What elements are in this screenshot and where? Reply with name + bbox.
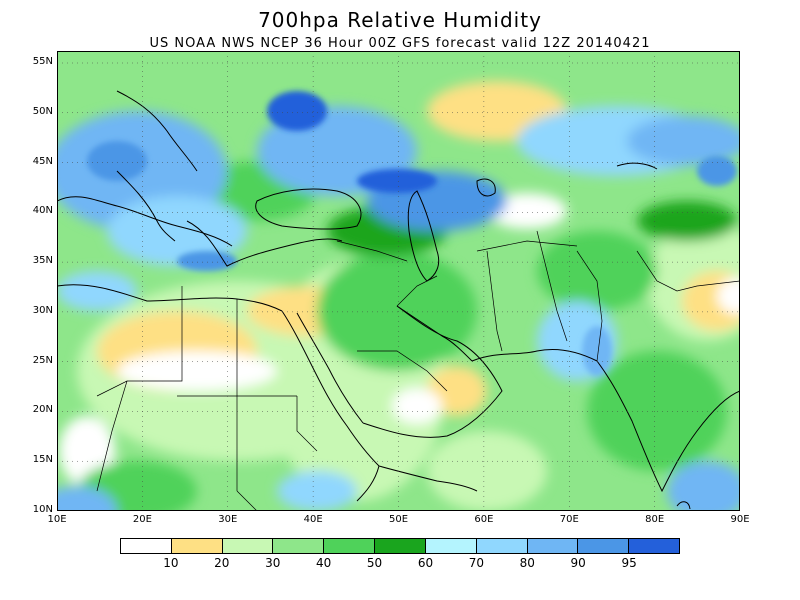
lat-label: 20N: [32, 404, 53, 416]
lon-label: 30E: [218, 514, 238, 525]
lon-label: 40E: [303, 514, 323, 525]
colorbar-label: 50: [366, 556, 383, 570]
rh-field-detail: [87, 91, 737, 376]
map-frame: [57, 51, 740, 511]
lon-label: 90E: [730, 514, 750, 525]
rh-field: [57, 81, 740, 511]
colorbar-label: 30: [265, 556, 281, 570]
lon-label: 80E: [645, 514, 665, 525]
colorbar-swatch: [476, 539, 528, 553]
coastlines: [57, 90, 740, 510]
colorbar-swatch: [273, 539, 325, 553]
lon-label: 50E: [388, 514, 409, 525]
colorbar-label: 95: [621, 556, 637, 570]
colorbar-swatch: [375, 539, 426, 553]
lat-label: 55N: [32, 56, 53, 67]
map-subtitle: US NOAA NWS NCEP 36 Hour 00Z GFS forecas…: [149, 36, 651, 51]
colorbar-label: 80: [519, 556, 535, 570]
lat-label: 40N: [32, 205, 53, 217]
colorbar-swatch: [425, 539, 477, 553]
colorbar-swatch: [578, 539, 630, 553]
colorbar-label: 90: [570, 556, 586, 570]
humidity-map-canvas: [57, 51, 740, 511]
colorbar-swatch: [629, 539, 679, 553]
map-title: 700hpa Relative Humidity: [258, 8, 542, 32]
colorbar-labels: 10 20 30 40 50 60 70 80 90 95: [120, 556, 680, 572]
humidity-map: [57, 51, 740, 511]
colorbar: [120, 538, 680, 554]
lon-label: 60E: [474, 514, 494, 525]
lon-label: 20E: [132, 514, 152, 525]
lon-label: 70E: [559, 514, 579, 525]
colorbar-label: 10: [163, 556, 179, 570]
colorbar-label: 20: [214, 556, 230, 570]
graticule: [57, 51, 740, 511]
colorbar-swatch: [222, 539, 274, 553]
country-borders: [96, 230, 740, 511]
lat-label: 30N: [32, 304, 53, 316]
colorbar-label: 70: [468, 556, 484, 570]
lat-label: 25N: [32, 354, 53, 366]
colorbar-label: 40: [315, 556, 332, 570]
lon-label: 10E: [47, 514, 67, 525]
colorbar-swatch: [171, 539, 223, 553]
colorbar-swatch: [324, 539, 376, 553]
lat-label: 10N: [32, 504, 53, 515]
colorbar-swatch: [527, 539, 579, 553]
lat-label: 35N: [32, 255, 53, 267]
lat-label: 45N: [32, 155, 53, 167]
lat-label: 50N: [32, 105, 53, 117]
colorbar-label: 60: [417, 556, 434, 570]
lat-label: 15N: [32, 454, 53, 466]
colorbar-swatch: [121, 539, 172, 553]
